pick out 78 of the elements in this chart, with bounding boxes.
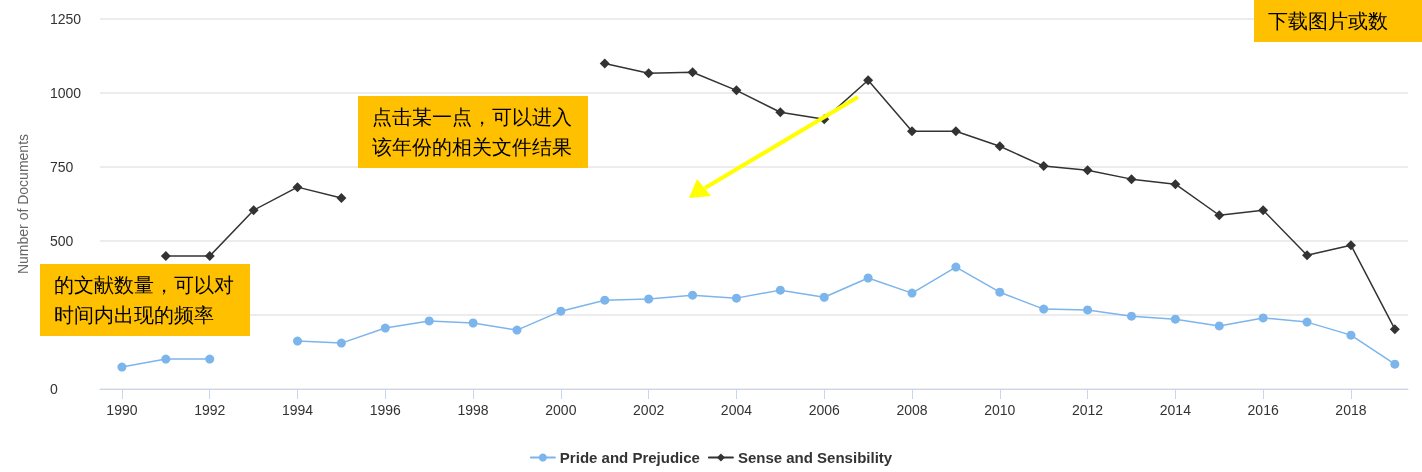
point [468,318,478,328]
y-axis-title: Number of Documents [15,133,31,275]
point [336,338,346,348]
point [160,251,171,262]
point [688,290,698,300]
point [1302,317,1312,327]
point [1258,205,1269,216]
point [1302,250,1313,261]
y-tick-label: 500 [50,233,74,249]
point [863,273,873,283]
point [775,107,786,118]
x-tick-label: 1998 [457,402,489,418]
point [293,336,303,346]
point [995,287,1005,297]
x-tick-label: 2008 [896,402,928,418]
y-tick-label: 750 [50,159,74,175]
y-tick-label: 0 [50,381,58,397]
point [599,58,610,69]
x-tick-label: 1996 [369,402,402,418]
legend-label: Sense and Sensibility [737,449,893,466]
point [1390,359,1400,369]
point [1214,321,1224,331]
point [556,306,566,316]
x-tick-label: 2016 [1247,402,1279,418]
point [205,354,215,364]
point [643,68,654,79]
x-tick-label: 1992 [194,402,226,418]
point [644,294,654,304]
point [292,182,303,193]
point [1126,174,1137,185]
point [819,292,829,302]
point [687,67,698,78]
point [907,126,918,137]
x-tick-label: 2018 [1335,402,1367,418]
y-tick-label: 1250 [50,11,82,27]
x-tick-label: 2006 [808,402,841,418]
x-tick-label: 2000 [545,402,577,418]
point [731,85,742,96]
point [1082,165,1093,176]
legend-label: Pride and Prejudice [559,449,700,466]
point [204,251,215,262]
x-tick-label: 2010 [984,402,1016,418]
point [1346,330,1356,340]
x-tick-label: 2004 [720,402,753,418]
point [600,295,610,305]
point [424,316,434,326]
x-tick-label: 2002 [633,402,665,418]
point [1038,161,1049,172]
point [1258,313,1268,323]
point [1170,314,1180,324]
point [1345,240,1356,251]
point [863,75,874,86]
point [1126,311,1136,321]
x-tick-label: 2014 [1159,402,1192,418]
x-tick-label: 1994 [281,402,314,418]
point [336,193,347,204]
note-box: 点击某一点，可以进入该年份的相关文件结果 [358,96,588,168]
x-tick-label: 1990 [106,402,138,418]
point [1083,305,1093,315]
point [775,285,785,295]
point [994,141,1005,152]
note-box: 下载图片或数 [1254,0,1422,42]
point [161,354,171,364]
point [512,325,522,335]
point [1389,324,1400,335]
point [248,205,259,216]
point [380,323,390,333]
x-tick-label: 2012 [1072,402,1104,418]
point [1039,304,1049,314]
point [731,293,741,303]
point [950,126,961,137]
note-box: 的文献数量，可以对时间内出现的频率 [40,264,250,336]
point [951,262,961,272]
point [1170,179,1181,190]
point [1214,210,1225,221]
y-tick-label: 1000 [50,85,82,101]
point [117,362,127,372]
point [907,288,917,298]
